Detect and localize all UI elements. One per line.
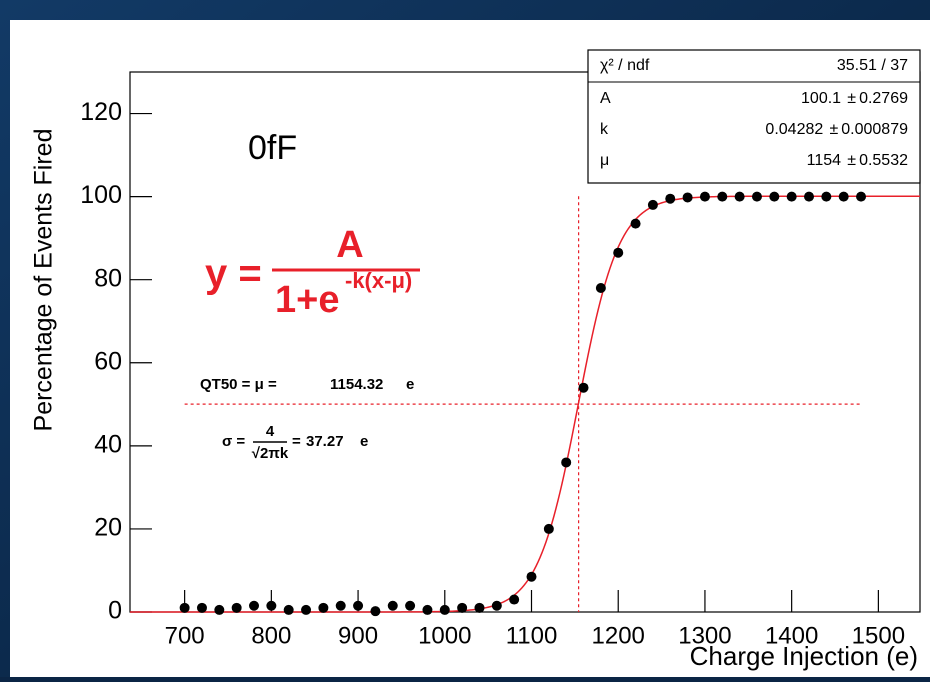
data-point [249,600,260,611]
qt50-value: 1154.32 [330,376,383,393]
sigma-denominator: √2πk [252,445,289,462]
data-point [786,191,797,202]
sigma-equals: = [292,433,301,450]
y-tick-label: 20 [94,514,122,542]
data-point [387,600,398,611]
data-point [578,382,589,393]
qt50-prefix: QT50 = μ = [200,376,277,393]
annotations: QT50 = μ = 1154.32 e σ = 4 √2πk = 37.27 … [200,376,414,462]
data-point [370,606,381,617]
data-point [457,602,468,613]
y-tick-label: 100 [80,181,122,209]
data-point [335,600,346,611]
stats-label: A [600,90,611,107]
data-point [682,192,693,203]
data-point [196,602,207,613]
stats-label: μ [600,152,609,169]
y-tick-label: 80 [94,264,122,292]
stats-pm: ± [847,90,856,107]
data-point [543,523,554,534]
stats-label: χ² / ndf [600,57,650,74]
data-point [734,191,745,202]
formula-exponent: -k(x-μ) [345,268,412,293]
stats-error: 0.000879 [841,121,908,138]
data-point [561,457,572,468]
stats-frame [587,49,921,184]
data-point [474,602,485,613]
formula-numerator: A [336,224,363,266]
x-tick-label: 1300 [678,622,731,649]
stats-error: 0.2769 [859,90,908,107]
data-point [509,594,520,605]
y-axis-title: Percentage of Events Fired [30,129,58,432]
data-point [595,283,606,293]
y-tick-label: 0 [108,597,122,625]
sigma-prefix: σ = [222,433,245,450]
frame [129,71,921,613]
stats-pm: ± [847,152,856,169]
y-tick-label: 60 [94,347,122,375]
x-tick-label: 1500 [852,622,905,649]
data-point [647,199,658,210]
stats-value: 0.04282 [765,121,823,138]
data-point [283,604,294,615]
formula-lhs: y = [205,252,262,296]
data-point [717,191,728,202]
stats-box: χ² / ndf 35.51 / 37 [587,49,921,184]
data-point [699,191,710,202]
data-point [318,602,329,613]
data-point [405,600,416,611]
data-point [856,191,867,202]
x-axis-title: Charge Injection (e) [690,641,918,671]
x-tick-label: 700 [165,622,205,649]
capacitance-label: 0fF [248,129,297,167]
data-point [769,191,780,202]
y-tick-label: 120 [80,98,122,126]
y-tick-label: 40 [94,430,122,458]
data-point [665,193,676,204]
stats-value: 35.51 / 37 [837,57,908,74]
data-point [751,191,762,202]
x-tick-label: 1200 [592,622,645,649]
sigma-numerator: 4 [266,423,275,440]
formula-denominator: 1+e [275,279,339,321]
qt50-unit: e [406,376,414,393]
x-tick-label: 1400 [765,622,818,649]
data-point [353,600,364,611]
data-point [179,602,190,613]
data-point [838,191,849,202]
data-point [214,604,225,615]
x-tick-label: 800 [251,622,291,649]
data-point [526,571,537,582]
x-tick-label: 1100 [506,622,558,649]
sigma-unit: e [360,433,368,450]
data-point [266,600,277,611]
data-point [804,191,815,202]
data-point [231,602,242,613]
data-point [821,191,832,202]
formula: y = A 1+e -k(x-μ) [205,224,420,321]
stats-value: 100.1 [801,90,841,107]
data-point [630,218,641,229]
stats-label: k [600,121,609,138]
data-point [439,604,450,615]
x-tick-label: 1000 [418,622,471,649]
axes [130,112,879,613]
data-point [491,600,502,611]
stats-pm: ± [829,121,838,138]
stats-value: 1154 [807,152,842,169]
data-point [301,604,312,615]
x-tick-label: 900 [338,622,378,649]
data-point [422,604,433,615]
data-point [613,247,624,258]
stats-error: 0.5532 [859,152,908,169]
sigma-value: 37.27 [306,433,344,450]
